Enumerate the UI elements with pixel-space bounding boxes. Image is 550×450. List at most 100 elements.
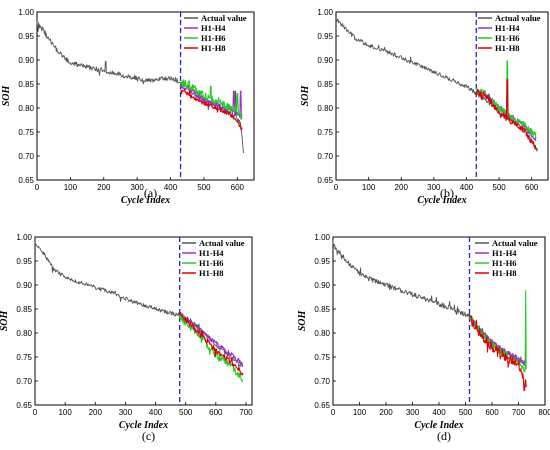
series-line-h1-h8 xyxy=(468,314,527,392)
x-tick-label: 500 xyxy=(459,408,473,417)
legend-label-h1-h4: H1-H4 xyxy=(492,248,517,258)
x-tick-label: 200 xyxy=(97,183,111,192)
legend-label-h1-h8: H1-H8 xyxy=(199,268,224,278)
legend-label-actual-value: Actual value xyxy=(201,13,247,23)
x-tick-label: 300 xyxy=(130,183,144,192)
x-tick-label: 600 xyxy=(485,408,499,417)
y-tick-label: 0.75 xyxy=(317,128,333,137)
x-tick-label: 0 xyxy=(33,408,38,417)
x-tick-label: 500 xyxy=(197,183,211,192)
y-tick-label: 0.90 xyxy=(317,56,333,65)
y-tick-label: 0.65 xyxy=(16,401,32,410)
legend-label-h1-h8: H1-H8 xyxy=(492,268,517,278)
y-tick-label: 0.90 xyxy=(16,281,32,290)
y-tick-label: 0.65 xyxy=(314,401,330,410)
y-tick-label: 0.85 xyxy=(16,305,32,314)
series-line-h1-h8 xyxy=(180,88,243,131)
series-line-h1-h8 xyxy=(179,312,244,376)
y-tick-label: 0.95 xyxy=(16,257,32,266)
x-tick-label: 300 xyxy=(427,183,441,192)
x-axis-label: Cycle Index xyxy=(417,195,466,206)
legend-label-h1-h6: H1-H6 xyxy=(199,258,224,268)
legend-label-h1-h4: H1-H4 xyxy=(201,23,226,33)
y-tick-label: 0.75 xyxy=(16,353,32,362)
y-tick-label: 0.80 xyxy=(18,104,34,113)
series-line-h1-h6 xyxy=(180,79,243,120)
x-tick-label: 400 xyxy=(164,183,178,192)
x-tick-label: 700 xyxy=(512,408,526,417)
x-tick-label: 400 xyxy=(460,183,474,192)
x-axis-label: Cycle Index xyxy=(121,195,170,206)
y-tick-label: 0.95 xyxy=(18,32,34,41)
y-tick-label: 0.75 xyxy=(18,128,34,137)
plot-frame xyxy=(335,11,549,181)
x-tick-label: 700 xyxy=(239,408,253,417)
y-tick-label: 0.90 xyxy=(314,281,330,290)
x-axis-label: Cycle Index xyxy=(414,420,463,431)
y-tick-label: 0.80 xyxy=(16,329,32,338)
legend-label-h1-h8: H1-H8 xyxy=(495,43,520,53)
plot-frame xyxy=(36,11,255,181)
y-tick-label: 0.85 xyxy=(314,305,330,314)
panel-label: (c) xyxy=(142,429,155,443)
panel-a: 0 100 200 300 400 500 600 0.65 0.70 0.75 0.80 0.85 0… xyxy=(1,8,255,206)
panel-label: (d) xyxy=(437,429,451,443)
legend-label-h1-h6: H1-H6 xyxy=(201,33,226,43)
legend-label-h1-h4: H1-H4 xyxy=(495,23,520,33)
x-tick-label: 100 xyxy=(353,408,367,417)
y-tick-label: 0.70 xyxy=(18,152,34,161)
x-tick-label: 500 xyxy=(492,183,506,192)
y-tick-label: 0.95 xyxy=(317,32,333,41)
panel-b: 0 100 200 300 400 500 600 0.65 0.70 0.75 0.80 0.85 0… xyxy=(300,8,549,206)
y-tick-label: 0.65 xyxy=(317,176,333,185)
legend-label-h1-h6: H1-H6 xyxy=(492,258,517,268)
legend-label-h1-h8: H1-H8 xyxy=(201,43,226,53)
panel-label: (b) xyxy=(440,186,454,200)
x-tick-label: 100 xyxy=(58,408,72,417)
x-tick-label: 600 xyxy=(525,183,539,192)
x-tick-label: 500 xyxy=(179,408,193,417)
x-tick-label: 100 xyxy=(362,183,376,192)
y-tick-label: 1.00 xyxy=(314,233,330,242)
y-tick-label: 0.65 xyxy=(18,176,34,185)
x-tick-label: 300 xyxy=(406,408,420,417)
y-tick-label: 0.85 xyxy=(18,80,34,89)
y-axis-label: SOH xyxy=(0,309,10,331)
x-tick-label: 400 xyxy=(149,408,163,417)
y-tick-label: 0.95 xyxy=(314,257,330,266)
x-tick-label: 0 xyxy=(331,408,336,417)
x-tick-label: 100 xyxy=(64,183,78,192)
x-axis-label: Cycle Index xyxy=(119,420,168,431)
x-tick-label: 800 xyxy=(538,408,550,417)
y-tick-label: 1.00 xyxy=(16,233,32,242)
series-line-h1-h8 xyxy=(475,78,537,149)
y-tick-label: 0.75 xyxy=(314,353,330,362)
y-axis-label: SOH xyxy=(297,309,308,331)
y-tick-label: 1.00 xyxy=(317,8,333,17)
y-tick-label: 0.85 xyxy=(317,80,333,89)
y-tick-label: 0.70 xyxy=(317,152,333,161)
y-tick-label: 0.80 xyxy=(314,329,330,338)
y-tick-label: 1.00 xyxy=(18,8,34,17)
series-line-h1-h4 xyxy=(179,311,244,367)
legend-label-actual-value: Actual value xyxy=(199,238,245,248)
x-tick-label: 400 xyxy=(432,408,446,417)
x-tick-label: 0 xyxy=(35,183,40,192)
legend-label-actual-value: Actual value xyxy=(492,238,538,248)
panel-d: 0 100 200 300 400 500 600 700 800 0.65 0.70 0.75 0.8… xyxy=(297,233,550,443)
series-line-h1-h4 xyxy=(468,313,527,366)
y-tick-label: 0.70 xyxy=(16,377,32,386)
panel-label: (a) xyxy=(144,186,157,200)
x-tick-label: 600 xyxy=(231,183,245,192)
legend-label-actual-value: Actual value xyxy=(495,13,541,23)
y-tick-label: 0.70 xyxy=(314,377,330,386)
legend-label-h1-h6: H1-H6 xyxy=(495,33,520,43)
y-tick-label: 0.90 xyxy=(18,56,34,65)
x-tick-label: 300 xyxy=(119,408,133,417)
x-tick-label: 200 xyxy=(379,408,393,417)
y-tick-label: 0.80 xyxy=(317,104,333,113)
x-tick-label: 600 xyxy=(209,408,223,417)
y-axis-label: SOH xyxy=(300,84,311,106)
x-tick-label: 0 xyxy=(334,183,339,192)
